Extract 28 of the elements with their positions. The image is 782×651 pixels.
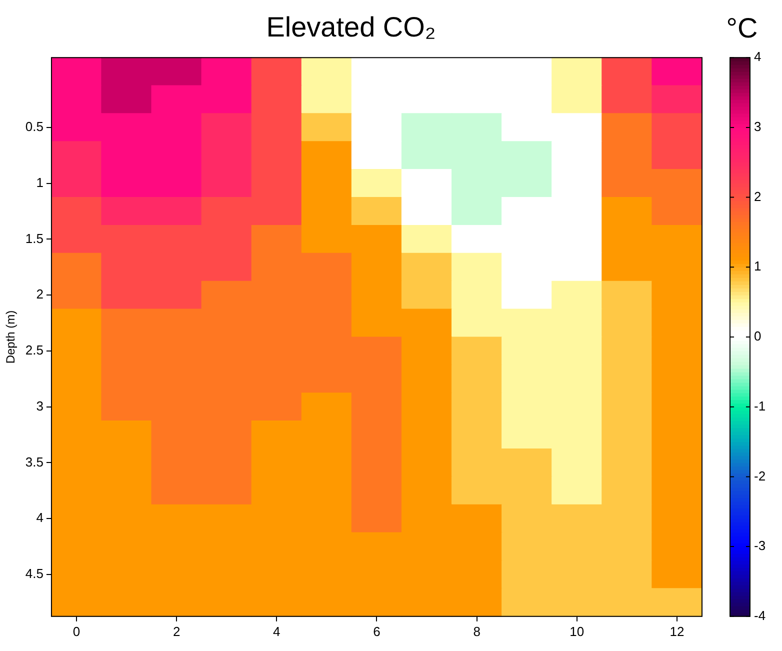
x-tick-label: 8 [473, 624, 480, 639]
y-tick-label: 1.5 [25, 230, 44, 246]
x-tick-label: 6 [373, 624, 380, 639]
y-tick-label: 3.5 [25, 454, 44, 470]
y-tick-label: 3 [36, 398, 44, 414]
y-axis-title: Depth (m) [4, 310, 18, 364]
x-tick-label: 12 [670, 624, 684, 639]
x-tick-label: 2 [172, 624, 180, 639]
y-tick-label: 0.5 [25, 119, 44, 134]
y-tick-label: 4.5 [25, 566, 44, 582]
chart-title: Elevated CO₂ [266, 12, 436, 43]
color-bar-label: 2 [754, 188, 762, 204]
y-tick-label: 2 [36, 286, 44, 302]
x-tick-label: 4 [273, 624, 280, 639]
color-bar-title: °C [726, 12, 758, 44]
color-bar-label: -3 [754, 538, 766, 554]
color-bar-label: -2 [754, 468, 766, 484]
y-tick-label: 2.5 [25, 342, 44, 358]
color-bar-label: -4 [754, 608, 766, 623]
color-bar-label: 0 [754, 328, 762, 344]
color-bar-label: 4 [754, 49, 762, 64]
color-bar-label: 3 [754, 119, 762, 134]
color-bar-label: 1 [754, 258, 762, 274]
color-bar-label: -1 [754, 398, 766, 414]
x-tick-label: 10 [570, 624, 584, 639]
y-tick-label: 1 [36, 174, 44, 190]
x-tick-label: 0 [72, 624, 80, 639]
y-tick-label: 4 [36, 510, 44, 526]
